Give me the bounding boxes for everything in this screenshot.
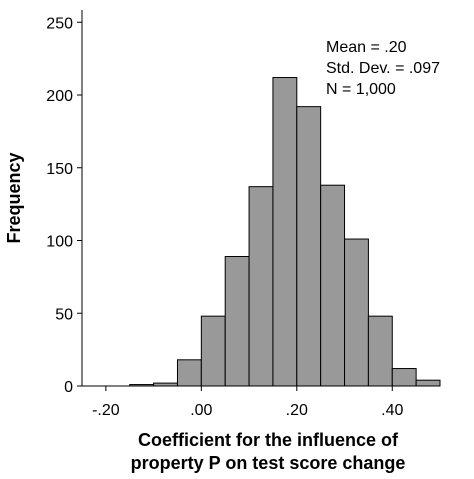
histogram-bar-2 [176, 359, 202, 387]
y-tick-label-2: 100 [46, 234, 73, 251]
stats-line-1: Std. Dev. = .097 [326, 60, 440, 77]
stats-line-2: N = 1,000 [326, 81, 396, 98]
histogram-bar-12 [415, 379, 441, 387]
histogram-bar-10 [367, 315, 393, 387]
histogram-bar-9 [344, 238, 369, 387]
stats-line-0: Mean = .20 [326, 39, 407, 56]
x-tick-label-2: .20 [286, 402, 308, 419]
histogram-bar-4 [224, 256, 250, 387]
y-tick-label-1: 50 [55, 306, 73, 323]
histogram-bar-5 [248, 186, 274, 387]
x-tick-label-3: .40 [381, 402, 403, 419]
x-axis-title-line-0: Coefficient for the influence of [138, 430, 399, 450]
histogram-bar-11 [391, 368, 417, 387]
x-tick-label-1: .00 [190, 402, 212, 419]
y-tick-label-0: 0 [64, 379, 73, 396]
y-tick-label-5: 250 [46, 15, 73, 32]
histogram-bar-6 [272, 77, 298, 387]
x-tick-label-0: -.20 [92, 402, 120, 419]
y-axis-title: Frequency [4, 152, 24, 243]
histogram-bar-3 [200, 315, 226, 387]
histogram-bar-8 [320, 184, 346, 387]
y-tick-label-3: 150 [46, 161, 73, 178]
y-tick-label-4: 200 [46, 88, 73, 105]
x-axis-title-line-1: property P on test score change [131, 453, 406, 473]
histogram-bar-7 [296, 106, 322, 387]
